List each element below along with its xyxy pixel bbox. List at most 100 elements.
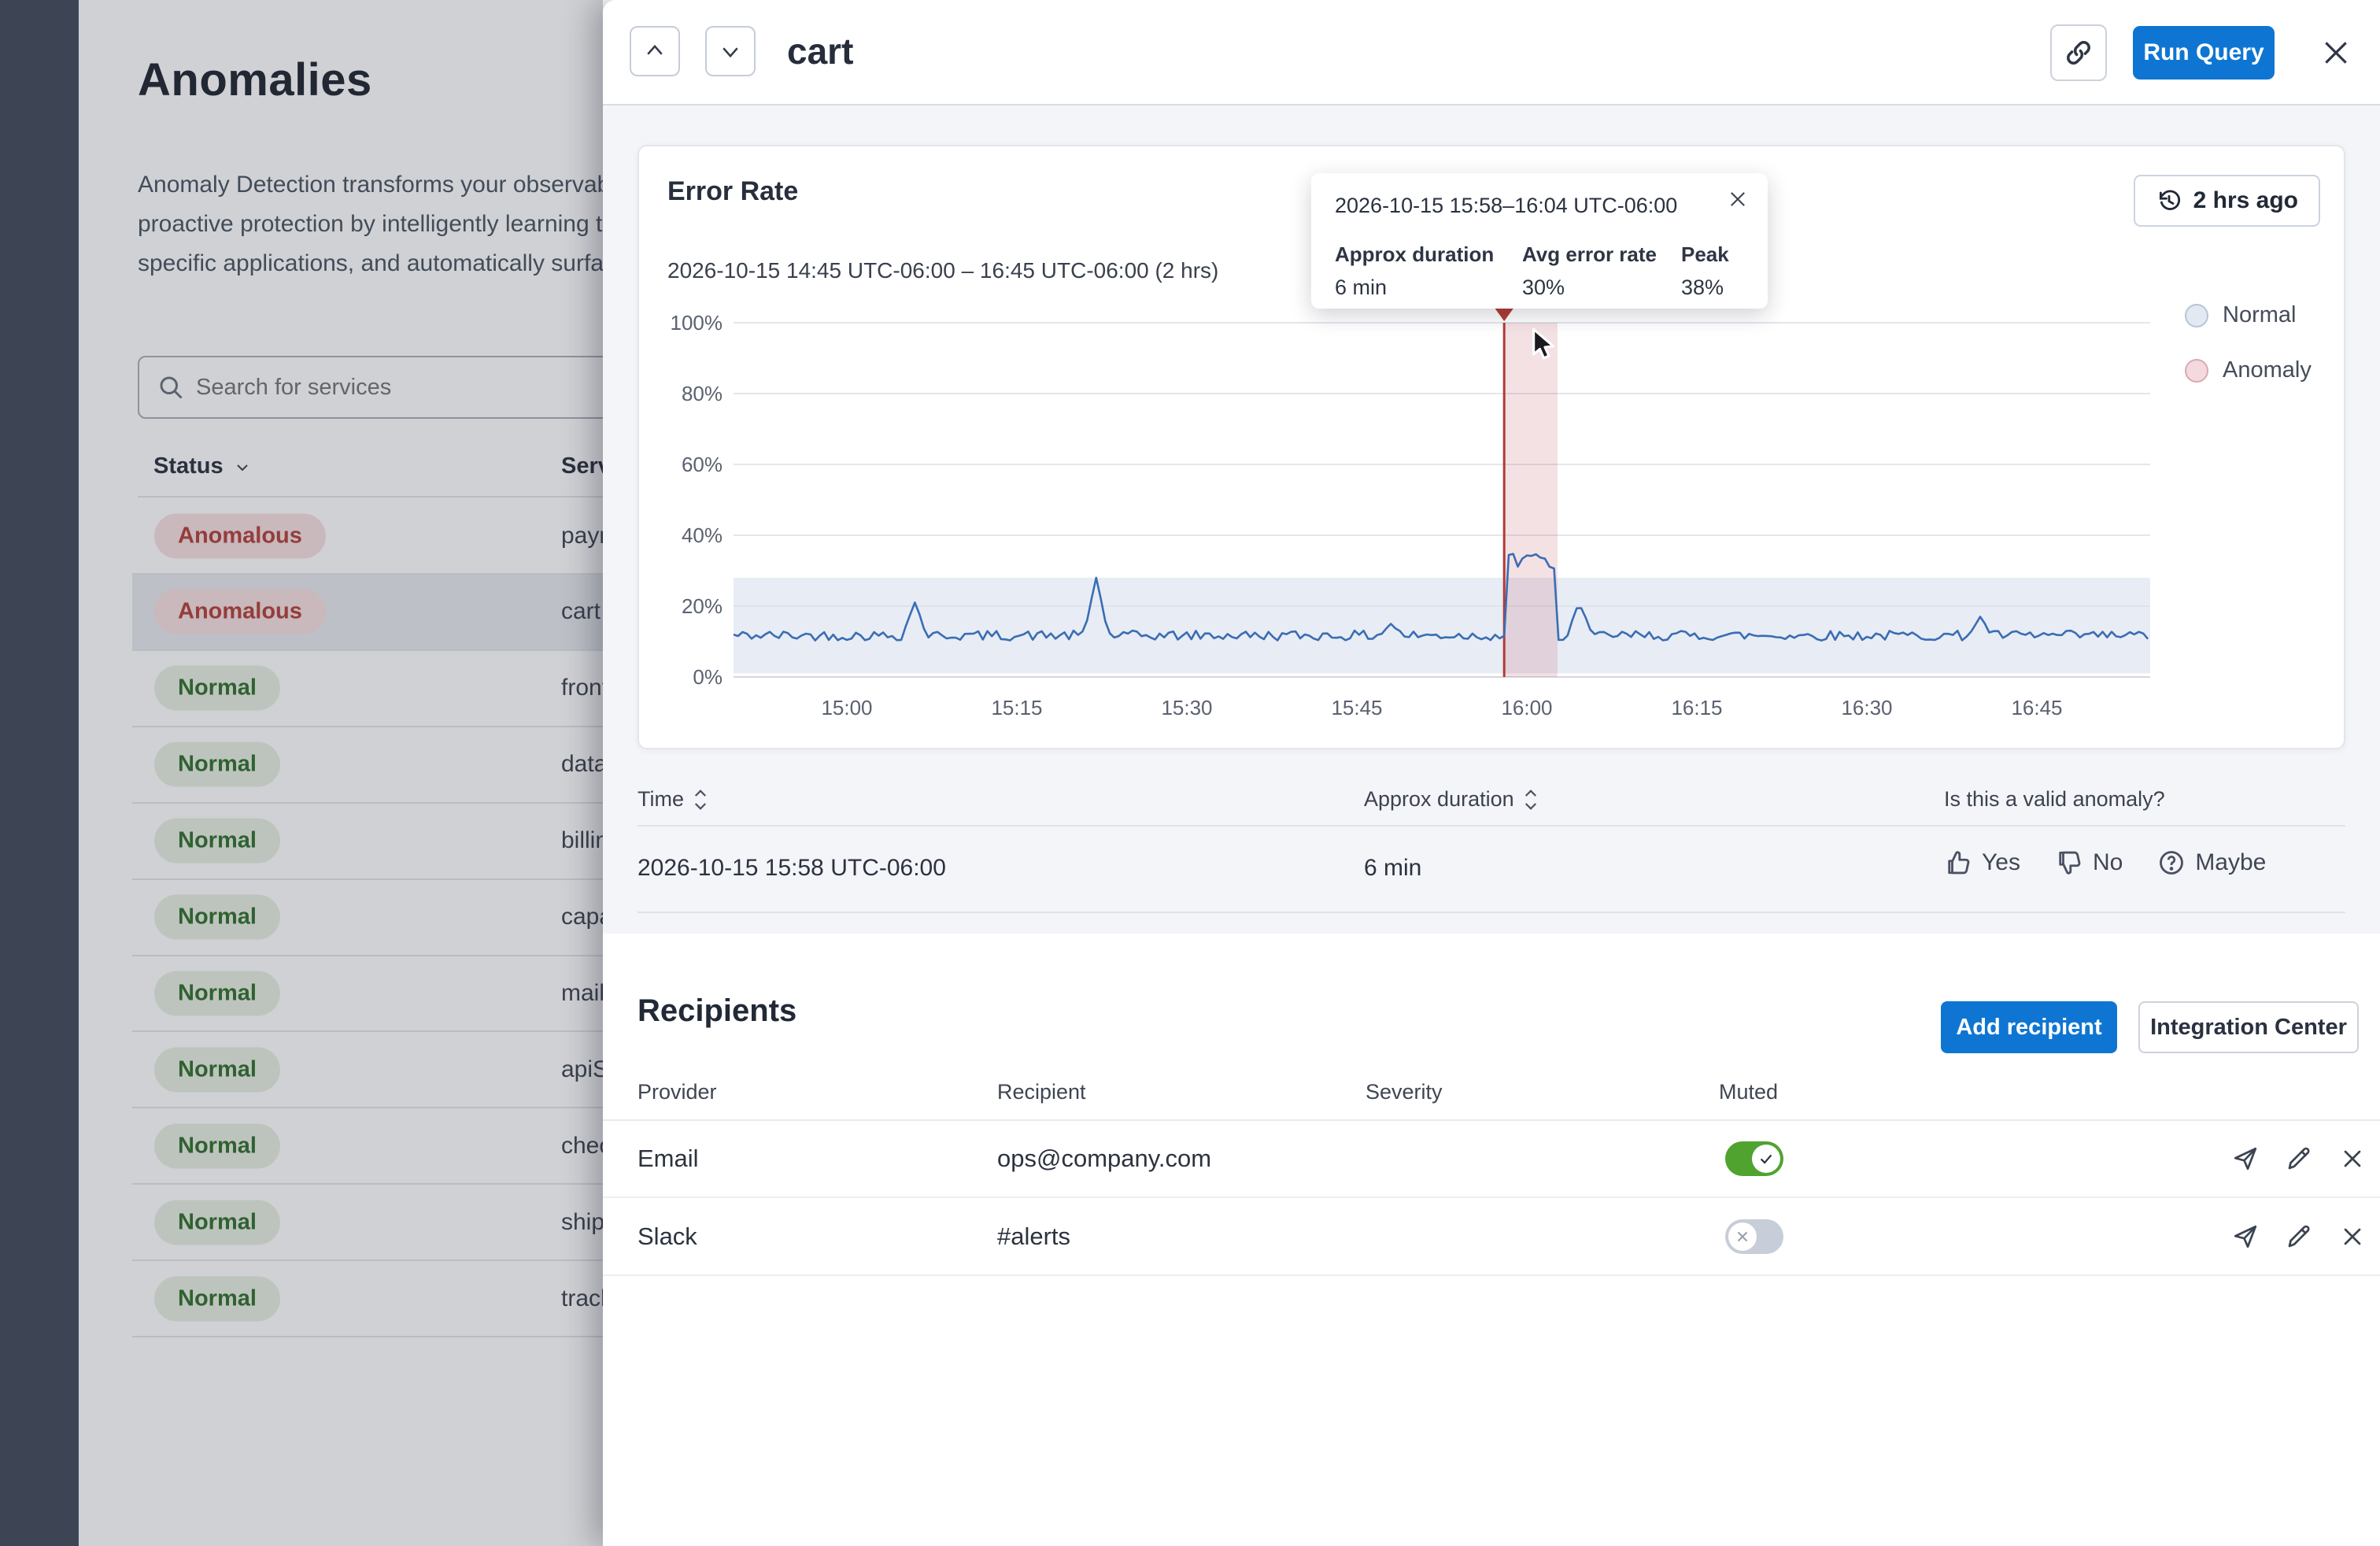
status-badge: Normal xyxy=(154,895,280,940)
status-badge: Normal xyxy=(154,971,280,1015)
status-badge: Normal xyxy=(154,666,280,711)
edit-icon xyxy=(2285,1222,2313,1251)
edit-icon xyxy=(2285,1145,2313,1173)
recipient-actions xyxy=(2230,1222,2367,1252)
question-circle-icon xyxy=(2157,849,2186,877)
anomaly-tooltip: 2026-10-15 15:58–16:04 UTC-06:00 Approx … xyxy=(1311,173,1768,309)
remove-recipient-button[interactable] xyxy=(2338,1144,2367,1174)
edit-recipient-button[interactable] xyxy=(2284,1222,2314,1252)
legend-item-normal: Normal xyxy=(2185,302,2296,328)
tooltip-peak-value: 38% xyxy=(1681,276,1724,300)
legend-item-anomaly: Anomaly xyxy=(2185,357,2312,383)
status-badge: Normal xyxy=(154,1200,280,1245)
chart-window-subtitle: 2026-10-15 14:45 UTC-06:00 – 16:45 UTC-0… xyxy=(667,258,1218,283)
run-query-label: Run Query xyxy=(2143,39,2264,65)
recipient-provider: Slack xyxy=(638,1222,697,1251)
tooltip-duration-value: 6 min xyxy=(1335,276,1387,300)
drawer-title: cart xyxy=(787,30,853,72)
feedback-yes-label: Yes xyxy=(1982,849,2020,876)
status-badge: Normal xyxy=(154,819,280,864)
search-icon xyxy=(157,373,185,401)
send-test-button[interactable] xyxy=(2230,1144,2260,1174)
close-icon xyxy=(1727,188,1749,210)
feedback-maybe-button[interactable]: Maybe xyxy=(2157,849,2266,877)
status-badge: Normal xyxy=(154,1276,280,1321)
tooltip-duration-label: Approx duration xyxy=(1335,242,1494,267)
status-column-header[interactable]: Status xyxy=(153,453,252,479)
y-axis-tick: 20% xyxy=(682,594,722,618)
service-name: mail xyxy=(561,980,604,1007)
x-axis-tick: 15:15 xyxy=(991,696,1042,719)
status-header-label: Status xyxy=(153,453,224,479)
x-axis-tick: 16:30 xyxy=(1841,696,1892,719)
time-column-header[interactable]: Time xyxy=(638,787,709,812)
anomaly-legend-dot xyxy=(2185,359,2208,383)
recipient-row: Slack #alerts xyxy=(603,1199,2380,1276)
integration-center-label: Integration Center xyxy=(2150,1015,2347,1040)
y-axis-tick: 80% xyxy=(682,382,722,405)
feedback-maybe-label: Maybe xyxy=(2195,849,2266,876)
duration-column-header[interactable]: Approx duration xyxy=(1364,787,1539,812)
remove-recipient-button[interactable] xyxy=(2338,1222,2367,1252)
anomaly-time-cell: 2026-10-15 15:58 UTC-06:00 xyxy=(638,855,946,882)
feedback-no-button[interactable]: No xyxy=(2055,849,2123,877)
remove-icon xyxy=(2338,1145,2367,1173)
x-axis-tick: 15:30 xyxy=(1161,696,1212,719)
x-icon xyxy=(1728,1222,1757,1251)
copy-link-button[interactable] xyxy=(2050,24,2107,81)
x-axis-tick: 16:15 xyxy=(1671,696,1722,719)
tooltip-close-button[interactable] xyxy=(1727,187,1749,216)
send-icon xyxy=(2231,1145,2260,1173)
anomaly-marker-triangle xyxy=(1494,307,1514,321)
sort-icon xyxy=(692,788,709,812)
integration-center-button[interactable]: Integration Center xyxy=(2138,1001,2359,1053)
chevron-down-icon xyxy=(719,39,742,63)
y-axis-tick: 100% xyxy=(671,311,723,335)
muted-column-header: Muted xyxy=(1719,1080,1778,1104)
y-axis-tick: 40% xyxy=(682,523,722,547)
recipient-address: #alerts xyxy=(997,1222,1070,1251)
severity-column-header: Severity xyxy=(1366,1080,1443,1104)
tooltip-avg-label: Avg error rate xyxy=(1522,242,1657,267)
recipient-actions xyxy=(2230,1144,2367,1174)
app-sidebar xyxy=(0,0,79,1546)
close-drawer-button[interactable] xyxy=(2315,32,2356,73)
status-badge: Anomalous xyxy=(154,590,326,634)
service-name: cart xyxy=(561,598,601,625)
add-recipient-button[interactable]: Add recipient xyxy=(1941,1001,2117,1053)
anomaly-legend-label: Anomaly xyxy=(2223,357,2312,383)
provider-column-header: Provider xyxy=(638,1080,717,1104)
normal-range-band xyxy=(734,578,2150,674)
duration-header-label: Approx duration xyxy=(1364,787,1514,812)
time-ago-button[interactable]: 2 hrs ago xyxy=(2134,175,2320,227)
drawer-header: cart Run Query xyxy=(603,0,2380,105)
history-icon xyxy=(2156,187,2182,214)
x-axis-tick: 16:45 xyxy=(2011,696,2062,719)
time-ago-label: 2 hrs ago xyxy=(2193,187,2298,214)
run-query-button[interactable]: Run Query xyxy=(2133,26,2275,80)
edit-recipient-button[interactable] xyxy=(2284,1144,2314,1174)
thumbs-up-icon xyxy=(1944,849,1972,877)
check-icon xyxy=(1752,1145,1780,1173)
thumbs-down-icon xyxy=(2055,849,2083,877)
next-service-button[interactable] xyxy=(705,26,756,76)
recipient-address: ops@company.com xyxy=(997,1145,1211,1173)
muted-toggle[interactable] xyxy=(1725,1141,1783,1176)
tooltip-title: 2026-10-15 15:58–16:04 UTC-06:00 xyxy=(1335,194,1677,218)
valid-anomaly-column-header: Is this a valid anomaly? xyxy=(1944,787,2165,812)
remove-icon xyxy=(2338,1222,2367,1251)
anomaly-band xyxy=(1504,323,1558,677)
muted-toggle[interactable] xyxy=(1725,1219,1783,1254)
feedback-yes-button[interactable]: Yes xyxy=(1944,849,2020,877)
previous-service-button[interactable] xyxy=(630,26,680,76)
x-axis-tick: 16:00 xyxy=(1501,696,1552,719)
y-axis-tick: 0% xyxy=(693,665,722,689)
add-recipient-label: Add recipient xyxy=(1956,1015,2101,1040)
page-title: Anomalies xyxy=(138,54,372,106)
normal-legend-dot xyxy=(2185,304,2208,327)
feedback-no-label: No xyxy=(2093,849,2123,876)
send-icon xyxy=(2231,1222,2260,1251)
close-icon xyxy=(2321,38,2351,68)
anomaly-feedback-group: Yes No Maybe xyxy=(1944,849,2266,877)
send-test-button[interactable] xyxy=(2230,1222,2260,1252)
